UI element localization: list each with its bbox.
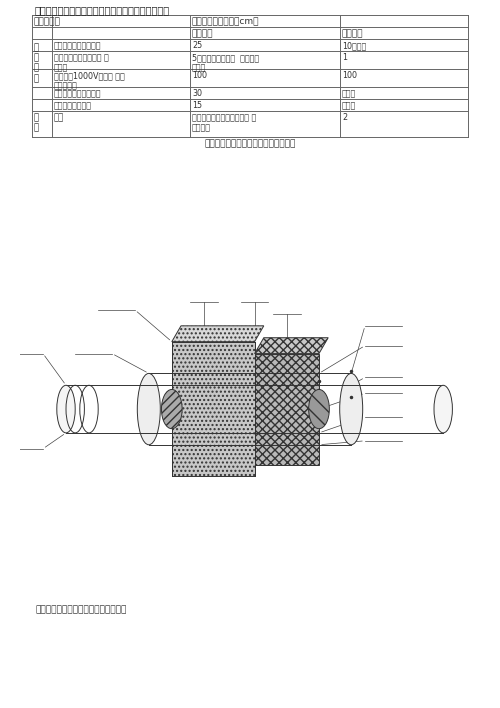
Polygon shape — [254, 338, 328, 353]
Ellipse shape — [434, 385, 452, 433]
Text: 附表四：燃气管道与电气设备、相邻管道之间的净距: 附表四：燃气管道与电气设备、相邻管道之间的净距 — [35, 5, 170, 15]
Text: 交叉敷设: 交叉敷设 — [342, 29, 363, 38]
Text: 电压小于1000V的裸露 电线
的导电部分: 电压小于1000V的裸露 电线 的导电部分 — [54, 71, 125, 91]
Ellipse shape — [308, 389, 330, 429]
Ellipse shape — [340, 373, 362, 445]
Text: 配电盘或配电箱、电表: 配电盘或配电箱、电表 — [54, 89, 102, 98]
Text: 管道和设备: 管道和设备 — [34, 17, 61, 26]
Text: 明装的绝缘电线或电缆: 明装的绝缘电线或电缆 — [54, 41, 102, 50]
Text: 30: 30 — [192, 89, 202, 98]
Ellipse shape — [138, 373, 160, 445]
Text: 100: 100 — [342, 71, 357, 80]
Text: 管道: 管道 — [54, 113, 64, 122]
Text: 25: 25 — [192, 41, 202, 50]
Text: 1: 1 — [342, 53, 347, 62]
Polygon shape — [172, 326, 264, 342]
Bar — [172, 342, 254, 476]
Text: 相
邻: 相 邻 — [34, 113, 39, 132]
Text: 5（从所作的槽或管  子的边缘
算起）: 5（从所作的槽或管 子的边缘 算起） — [192, 53, 259, 72]
Text: 电
气
设
备: 电 气 设 备 — [34, 43, 39, 83]
Text: 15: 15 — [192, 101, 202, 110]
Text: 附图一：套封管道穿越墙的典型结构一: 附图一：套封管道穿越墙的典型结构一 — [204, 139, 296, 148]
Bar — [254, 353, 319, 464]
Text: 电插板、电源开关: 电插板、电源开关 — [54, 101, 92, 110]
Text: 暗装的或放在管子中的 绝
缘电线: 暗装的或放在管子中的 绝 缘电线 — [54, 53, 109, 72]
Ellipse shape — [162, 389, 182, 429]
Text: 与燃气管道的净距（cm）: 与燃气管道的净距（cm） — [192, 17, 260, 26]
Text: 平行敷设: 平行敷设 — [192, 29, 214, 38]
Text: 2: 2 — [342, 113, 347, 122]
Text: 不允许: 不允许 — [342, 89, 356, 98]
Ellipse shape — [57, 385, 75, 433]
Text: 100: 100 — [192, 71, 207, 80]
Text: 10（注）: 10（注） — [342, 41, 366, 50]
Text: 保证燃气管道、相邻管道的 安
装和维修: 保证燃气管道、相邻管道的 安 装和维修 — [192, 113, 256, 132]
Text: 不允许: 不允许 — [342, 101, 356, 110]
Text: 附图二：套封管道穿越墙的典型结构二: 附图二：套封管道穿越墙的典型结构二 — [35, 605, 126, 614]
